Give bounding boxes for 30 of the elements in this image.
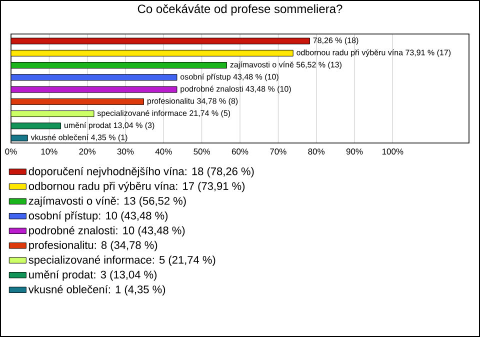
legend-label: profesionalitu: 8 (34,78 %) <box>29 240 158 252</box>
x-tick-label: 60% <box>232 148 248 155</box>
x-tick-label: 0% <box>5 148 17 155</box>
legend-label: vkusné oblečení: 1 (4,35 %) <box>28 285 166 296</box>
x-tick-label: 50% <box>194 148 210 155</box>
data-label: osobní přístup 43,48 % (10) <box>180 74 278 82</box>
chart-title: Co očekáváte od profese sommeliera? <box>138 4 342 16</box>
data-label: podrobné znalosti 43,48 % (10) <box>180 86 291 94</box>
x-tick-label: 80% <box>308 148 325 155</box>
x-tick-label: 20% <box>79 148 96 155</box>
data-label: specializované informace 21,74 % (5) <box>97 110 230 118</box>
x-tick-label: 90% <box>346 148 363 155</box>
data-label: vkusné oblečení 4,35 % (1) <box>30 134 128 142</box>
legend-label: umění prodat: 3 (13,04 %) <box>29 270 157 281</box>
legend-label: doporučení nejvhodnějšího vína: 18 (78,26 %) <box>28 167 254 178</box>
legend-label: odbornou radu při výběru vína: 17 (73,91 %) <box>28 182 245 192</box>
x-tick-label: 30% <box>117 148 134 155</box>
legend-label: osobní přístup: 10 (43,48 %) <box>28 211 168 222</box>
data-label: zajímavosti o víně 56,52 % (13) <box>230 62 342 70</box>
x-tick-label: 10% <box>41 148 58 155</box>
data-label: 78,26 % (18) <box>313 37 358 45</box>
x-tick-label: 100% <box>382 148 404 155</box>
legend-label: zajímavosti o víně: 13 (56,52 %) <box>28 196 186 207</box>
legend-label: podrobné znalosti: 10 (43,48 %) <box>29 226 185 236</box>
data-label: odbornou radu při výběru vína 73,91 % (17) <box>296 49 451 57</box>
x-tick-label: 70% <box>270 148 286 155</box>
data-label: profesionalitu 34,78 % (8) <box>147 98 238 106</box>
data-label: umění prodat 13,04 % (3) <box>64 122 154 130</box>
x-tick-label: 40% <box>155 148 172 155</box>
legend-label: specializované informace: 5 (21,74 %) <box>28 256 216 266</box>
